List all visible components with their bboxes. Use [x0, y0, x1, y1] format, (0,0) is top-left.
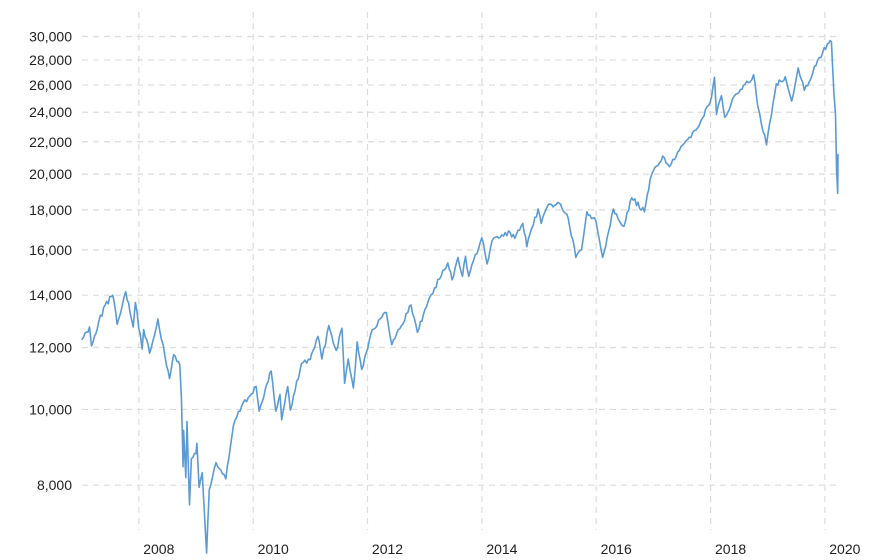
y-tick-label: 10,000	[29, 401, 72, 417]
y-tick-label: 16,000	[29, 242, 72, 258]
y-tick-label: 28,000	[29, 52, 72, 68]
series-group	[81, 39, 839, 554]
x-tick-label: 2016	[601, 541, 632, 557]
y-tick-label: 24,000	[29, 104, 72, 120]
x-tick-label: 2020	[829, 541, 860, 557]
dow-jones-series-line	[81, 39, 839, 554]
x-tick-label: 2018	[715, 541, 746, 557]
x-tick-label: 2012	[372, 541, 403, 557]
y-tick-label: 18,000	[29, 202, 72, 218]
y-tick-label: 8,000	[37, 477, 72, 493]
y-tick-label: 30,000	[29, 29, 72, 45]
x-tick-label: 2010	[258, 541, 289, 557]
y-tick-label: 22,000	[29, 134, 72, 150]
x-tick-label: 2014	[486, 541, 517, 557]
x-axis-ticks: 2008 2010 2012 2014 2016 2018 2020	[143, 541, 860, 557]
y-tick-label: 26,000	[29, 77, 72, 93]
x-tick-label: 2008	[143, 541, 174, 557]
y-tick-label: 12,000	[29, 340, 72, 356]
y-tick-label: 20,000	[29, 166, 72, 182]
y-tick-label: 14,000	[29, 287, 72, 303]
grid-lines	[82, 12, 838, 530]
y-axis-ticks: 8,000 10,000 12,000 14,000 16,000 18,000 20,00…	[29, 29, 72, 494]
